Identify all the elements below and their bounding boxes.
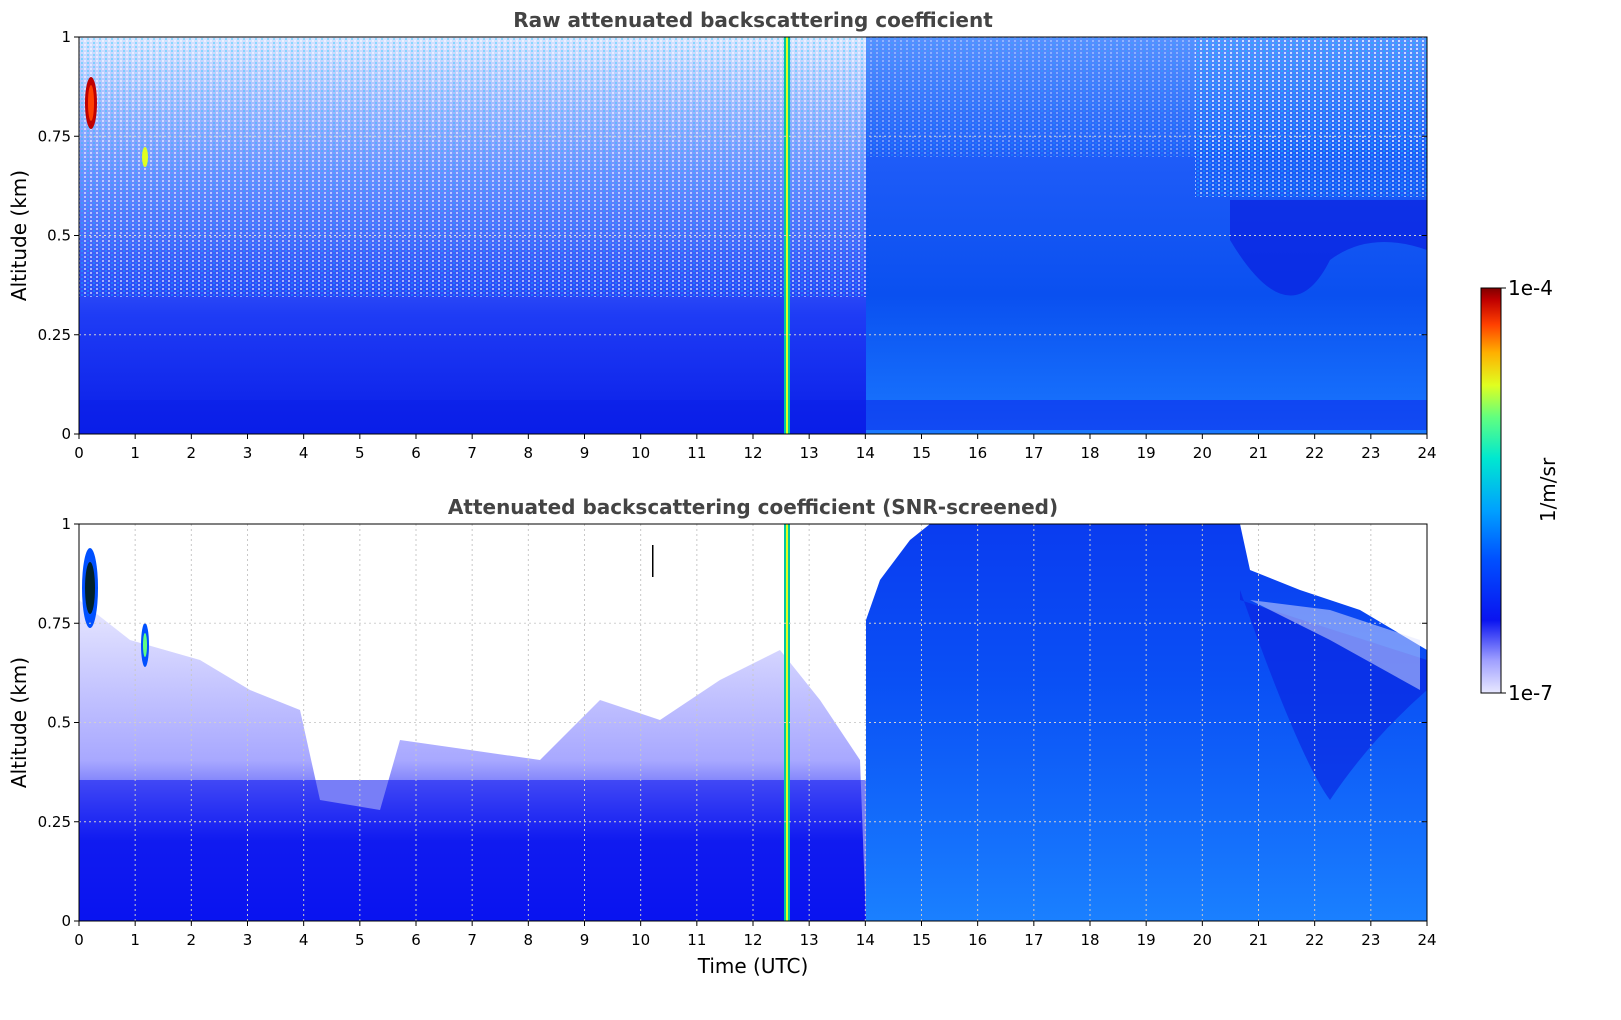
y-tick-label: 1	[61, 28, 71, 46]
x-tick-label: 20	[1193, 444, 1212, 462]
colorbar: 1e-4 1e-7 1/m/sr	[1480, 276, 1560, 705]
x-tick-label: 1	[130, 444, 140, 462]
y-tick-label: 1	[61, 515, 71, 533]
y-tick-label: 0.25	[38, 813, 71, 831]
colorbar-unit-label: 1/m/sr	[1536, 457, 1560, 522]
y-tick-label: 0.75	[38, 614, 71, 632]
raw-x-ticks: 0 1 2 3 4 5 6 7 8 9 10 11 12 13 14 15 16 17 18 19 20 21 22 23 24	[74, 434, 1437, 462]
x-tick-label: 16	[968, 931, 987, 949]
colorbar-min-label: 1e-7	[1508, 681, 1553, 705]
x-tick-label: 18	[1080, 931, 1099, 949]
snr-vertical-grid	[134, 524, 1372, 921]
x-tick-label: 5	[355, 444, 365, 462]
x-tick-label: 10	[631, 444, 650, 462]
colorbar-max-label: 1e-4	[1508, 276, 1553, 300]
x-tick-label: 1	[130, 931, 140, 949]
x-tick-label: 22	[1305, 931, 1324, 949]
x-tick-label: 9	[580, 444, 590, 462]
raw-ylabel: Altitude (km)	[7, 170, 31, 301]
x-tick-label: 20	[1193, 931, 1212, 949]
x-tick-label: 12	[743, 444, 762, 462]
x-tick-label: 2	[187, 931, 197, 949]
raw-y-ticks: 0 0.25 0.5 0.75 1	[38, 28, 1427, 443]
y-tick-label: 0.25	[38, 326, 71, 344]
x-tick-label: 10	[631, 931, 650, 949]
x-tick-label: 6	[411, 444, 421, 462]
x-tick-label: 9	[580, 931, 590, 949]
snr-title: Attenuated backscattering coefficient (S…	[448, 495, 1058, 519]
x-tick-label: 2	[187, 444, 197, 462]
snr-x-ticks: 0 1 2 3 4 5 6 7 8 9 10 11 12 13 14 15 16 17 18 19 20 21 22 23 24	[74, 921, 1437, 949]
raw-panel: Raw attenuated backscattering coefficien…	[7, 8, 1437, 462]
x-tick-label: 5	[355, 931, 365, 949]
x-tick-label: 23	[1361, 444, 1380, 462]
x-tick-label: 19	[1137, 444, 1156, 462]
x-tick-label: 11	[687, 931, 706, 949]
x-tick-label: 21	[1249, 931, 1268, 949]
x-tick-label: 0	[74, 444, 84, 462]
x-tick-label: 0	[74, 931, 84, 949]
x-tick-label: 23	[1361, 931, 1380, 949]
x-tick-label: 16	[968, 444, 987, 462]
x-tick-label: 3	[243, 931, 253, 949]
x-tick-label: 21	[1249, 444, 1268, 462]
x-tick-label: 17	[1024, 444, 1043, 462]
x-tick-label: 7	[467, 931, 477, 949]
x-tick-label: 4	[299, 931, 309, 949]
x-tick-label: 7	[467, 444, 477, 462]
snr-ylabel: Altitude (km)	[7, 657, 31, 788]
x-tick-label: 15	[912, 444, 931, 462]
colorbar-gradient	[1480, 287, 1502, 694]
x-tick-label: 14	[856, 444, 875, 462]
x-tick-label: 13	[800, 444, 819, 462]
x-axis-label: Time (UTC)	[697, 954, 809, 978]
snr-y-ticks: 0 0.25 0.5 0.75 1	[38, 515, 1427, 930]
raw-title: Raw attenuated backscattering coefficien…	[513, 8, 993, 32]
x-tick-label: 4	[299, 444, 309, 462]
x-tick-label: 24	[1417, 931, 1436, 949]
y-tick-label: 0	[61, 912, 71, 930]
snr-panel: Attenuated backscattering coefficient (S…	[7, 495, 1437, 978]
y-tick-label: 0.5	[47, 714, 71, 732]
y-tick-label: 0.75	[38, 127, 71, 145]
x-tick-label: 13	[800, 931, 819, 949]
x-tick-label: 15	[912, 931, 931, 949]
x-tick-label: 3	[243, 444, 253, 462]
x-tick-label: 8	[524, 444, 534, 462]
x-tick-label: 18	[1080, 444, 1099, 462]
x-tick-label: 24	[1417, 444, 1436, 462]
x-tick-label: 14	[856, 931, 875, 949]
x-tick-label: 11	[687, 444, 706, 462]
y-tick-label: 0	[61, 425, 71, 443]
x-tick-label: 19	[1137, 931, 1156, 949]
x-tick-label: 17	[1024, 931, 1043, 949]
x-tick-label: 8	[524, 931, 534, 949]
x-tick-label: 22	[1305, 444, 1324, 462]
raw-dark-v-shape	[1230, 200, 1427, 296]
y-tick-label: 0.5	[47, 227, 71, 245]
raw-heatmap	[79, 37, 1427, 434]
x-tick-label: 12	[743, 931, 762, 949]
x-tick-label: 6	[411, 931, 421, 949]
